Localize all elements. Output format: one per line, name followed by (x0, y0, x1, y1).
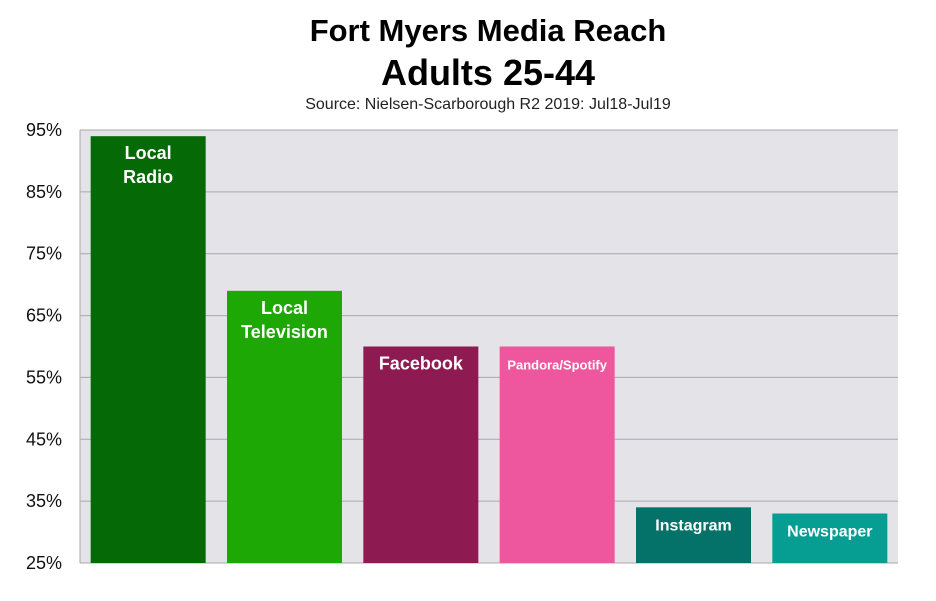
y-tick-label: 75% (26, 244, 62, 264)
y-tick-label: 25% (26, 553, 62, 573)
bar-label: Instagram (655, 517, 731, 534)
y-tick-label: 85% (26, 182, 62, 202)
bar-2 (363, 346, 479, 563)
bar-label: Television (241, 322, 328, 342)
bar-label: Local (125, 143, 172, 163)
bar-0 (90, 136, 206, 563)
chart-subtitle: Adults 25-44 (381, 52, 595, 93)
plot-background (80, 130, 898, 563)
y-tick-label: 65% (26, 306, 62, 326)
bar-label: Radio (123, 167, 173, 187)
y-tick-label: 55% (26, 367, 62, 387)
chart-source: Source: Nielsen-Scarborough R2 2019: Jul… (305, 96, 671, 113)
y-tick-label: 45% (26, 429, 62, 449)
y-tick-label: 35% (26, 491, 62, 511)
y-tick-label: 95% (26, 120, 62, 140)
plot-area: 95% 85% 75% 65% 55% 45% 35% 25% Local Radio Local T… (26, 120, 898, 573)
bar-label: Pandora/Spotify (507, 358, 607, 373)
bar-1 (227, 290, 342, 563)
bar-label: Newspaper (787, 524, 872, 541)
bar-5 (772, 513, 888, 563)
chart-title: Fort Myers Media Reach (310, 13, 667, 48)
bar-label: Local (261, 298, 308, 318)
bar-4 (636, 507, 751, 563)
bar-3 (499, 346, 615, 563)
bar-label: Facebook (379, 354, 464, 374)
